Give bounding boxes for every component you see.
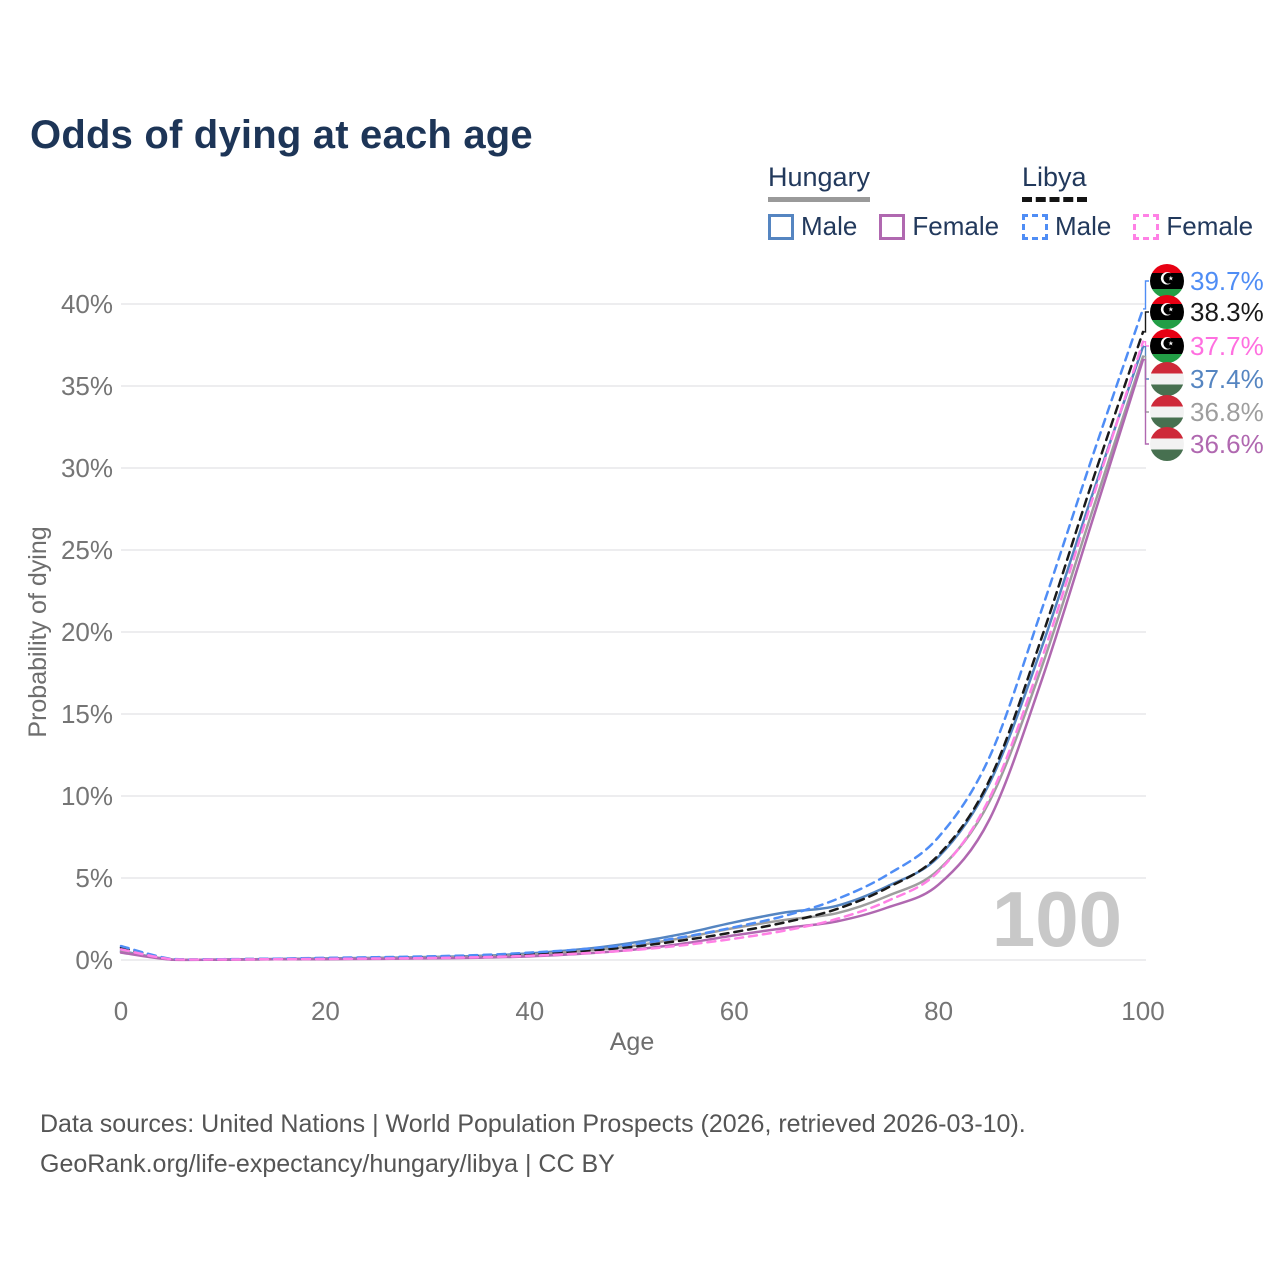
page-title: Odds of dying at each age	[30, 112, 533, 157]
y-tick-label: 40%	[61, 289, 113, 319]
libya-flag-icon: ☪	[1150, 329, 1184, 363]
hungary-flag-icon	[1150, 427, 1184, 461]
end-label-value: 36.8%	[1190, 396, 1264, 427]
end-label-value: 37.4%	[1190, 363, 1264, 394]
hungary-flag-icon	[1150, 395, 1184, 429]
legend-item-libya-male[interactable]: Male	[1022, 211, 1111, 242]
legend-country-hungary[interactable]: Hungary	[768, 162, 871, 202]
legend-item-label: Male	[1055, 211, 1112, 241]
legend-item-hungary-female[interactable]: Female	[879, 211, 999, 242]
series-line-libya-both-sexes[interactable]	[119, 330, 1145, 961]
y-tick-label: 15%	[61, 699, 113, 729]
star-and-crescent-icon: ☪	[1159, 269, 1175, 290]
series-line-libya-female[interactable]	[119, 340, 1145, 961]
age-watermark: 100	[992, 875, 1122, 963]
end-label-value: 37.7%	[1190, 330, 1264, 361]
end-label-libya-male: ☪ 39.7%	[1150, 264, 1264, 298]
star-and-crescent-icon: ☪	[1159, 334, 1175, 355]
y-tick-label: 20%	[61, 617, 113, 647]
source-line-1: Data sources: United Nations | World Pop…	[40, 1110, 1026, 1138]
legend-item-label: Female	[912, 211, 1000, 241]
end-label-value: 39.7%	[1190, 265, 1264, 296]
libya-male-swatch-icon	[1022, 213, 1048, 240]
legend-group-hungary: Hungary Male Female	[768, 162, 999, 242]
y-tick-label: 25%	[61, 535, 113, 565]
legend-country-libya[interactable]: Libya	[1022, 162, 1087, 202]
hungary-male-swatch-icon	[768, 213, 794, 240]
libya-flag-icon: ☪	[1150, 295, 1184, 329]
libya-female-swatch-icon	[1133, 213, 1160, 240]
end-label-value: 36.6%	[1190, 428, 1264, 459]
end-label-connector	[1143, 311, 1149, 333]
legend-item-hungary-male[interactable]: Male	[768, 211, 857, 242]
series-line-libya-male[interactable]	[119, 307, 1145, 961]
legend-item-label: Female	[1166, 211, 1254, 241]
y-tick-label: 0%	[75, 945, 113, 975]
end-label-connector	[1143, 280, 1149, 310]
x-axis-title: Age	[610, 1028, 654, 1056]
libya-flag-icon: ☪	[1150, 264, 1184, 298]
series-line-hungary-both-sexes[interactable]	[119, 355, 1145, 961]
hungary-flag-icon	[1150, 362, 1184, 396]
x-tick-label: 40	[515, 996, 544, 1026]
source-text: Data sources: United Nations | World Pop…	[40, 1104, 1026, 1184]
y-tick-label: 35%	[61, 371, 113, 401]
end-label-hungary-male: 37.4%	[1150, 362, 1264, 396]
y-tick-label: 30%	[61, 453, 113, 483]
x-tick-label: 100	[1121, 996, 1164, 1026]
x-tick-label: 80	[924, 996, 953, 1026]
end-label-libya-female: ☪ 37.7%	[1150, 329, 1264, 363]
end-label-value: 38.3%	[1190, 296, 1264, 327]
y-tick-label: 5%	[75, 863, 113, 893]
end-label-hungary-both-sexes: 36.8%	[1150, 395, 1264, 429]
star-and-crescent-icon: ☪	[1159, 300, 1175, 321]
hungary-female-swatch-icon	[879, 213, 906, 240]
end-label-connector	[1143, 341, 1149, 347]
series-line-hungary-male[interactable]	[119, 345, 1145, 961]
y-tick-label: 10%	[61, 781, 113, 811]
x-tick-label: 20	[311, 996, 340, 1026]
y-axis-title: Probability of dying	[24, 526, 52, 737]
series-line-hungary-female[interactable]	[119, 358, 1145, 962]
legend-item-libya-female[interactable]: Female	[1133, 211, 1253, 242]
x-tick-label: 60	[720, 996, 749, 1026]
legend-item-label: Male	[801, 211, 858, 241]
x-tick-label: 0	[114, 996, 128, 1026]
end-label-libya-both-sexes: ☪ 38.3%	[1150, 295, 1264, 329]
end-label-connector	[1143, 359, 1149, 445]
legend-group-libya: Libya Male Female	[1022, 162, 1253, 242]
end-label-hungary-female: 36.6%	[1150, 427, 1264, 461]
source-line-2: GeoRank.org/life-expectancy/hungary/liby…	[40, 1150, 615, 1178]
